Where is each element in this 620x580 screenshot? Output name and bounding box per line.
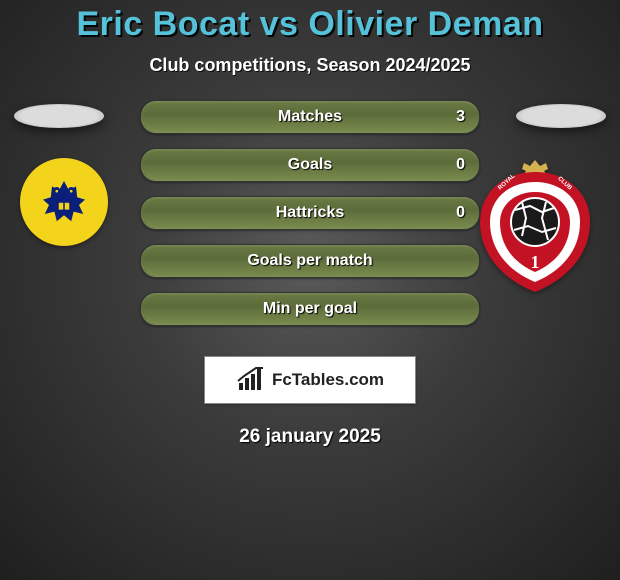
content-row: 1 ROYAL CLUB Matches 3 Goals 0 Hattricks… <box>0 100 620 340</box>
antwerp-crest-icon: 1 ROYAL CLUB <box>470 158 600 298</box>
footer-branding[interactable]: FcTables.com <box>204 356 416 404</box>
stat-row-goals-per-match: Goals per match <box>140 244 480 278</box>
stat-label: Min per goal <box>263 300 357 318</box>
stat-row-matches: Matches 3 <box>140 100 480 134</box>
stat-value-right: 0 <box>456 197 465 229</box>
player-placeholder-right <box>516 104 606 128</box>
stats-bars: Matches 3 Goals 0 Hattricks 0 Goals per … <box>140 100 480 340</box>
footer-brand-text: FcTables.com <box>272 370 384 390</box>
stat-row-min-per-goal: Min per goal <box>140 292 480 326</box>
crest-number: 1 <box>531 252 540 272</box>
stat-label: Goals per match <box>247 252 372 270</box>
stat-value-right: 0 <box>456 149 465 181</box>
page-title: Eric Bocat vs Olivier Deman <box>0 6 620 43</box>
club-crest-left <box>20 158 108 246</box>
club-crest-right: 1 ROYAL CLUB <box>470 158 600 298</box>
stat-row-goals: Goals 0 <box>140 148 480 182</box>
subtitle: Club competitions, Season 2024/2025 <box>0 55 620 76</box>
player-placeholder-left <box>14 104 104 128</box>
chart-icon <box>236 367 266 393</box>
date-text: 26 january 2025 <box>0 426 620 448</box>
stat-label: Matches <box>278 108 342 126</box>
stat-label: Hattricks <box>276 204 344 222</box>
stv-crest-icon <box>20 158 108 246</box>
stat-row-hattricks: Hattricks 0 <box>140 196 480 230</box>
comparison-card: Eric Bocat vs Olivier Deman Club competi… <box>0 0 620 580</box>
stat-value-right: 3 <box>456 101 465 133</box>
stat-label: Goals <box>288 156 332 174</box>
